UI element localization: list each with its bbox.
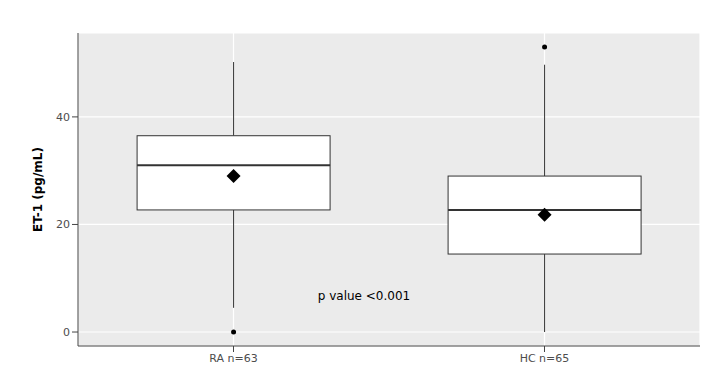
svg-text:40: 40 <box>56 111 70 124</box>
svg-text:0: 0 <box>63 326 70 339</box>
svg-text:20: 20 <box>56 218 70 231</box>
svg-text:ET-1 (pg/mL): ET-1 (pg/mL) <box>31 147 45 232</box>
html-text:p value <0.001: p value <0.001 <box>317 289 411 303</box>
svg-text:HC n=65: HC n=65 <box>520 352 570 365</box>
svg-text:RA n=63: RA n=63 <box>209 352 257 365</box>
